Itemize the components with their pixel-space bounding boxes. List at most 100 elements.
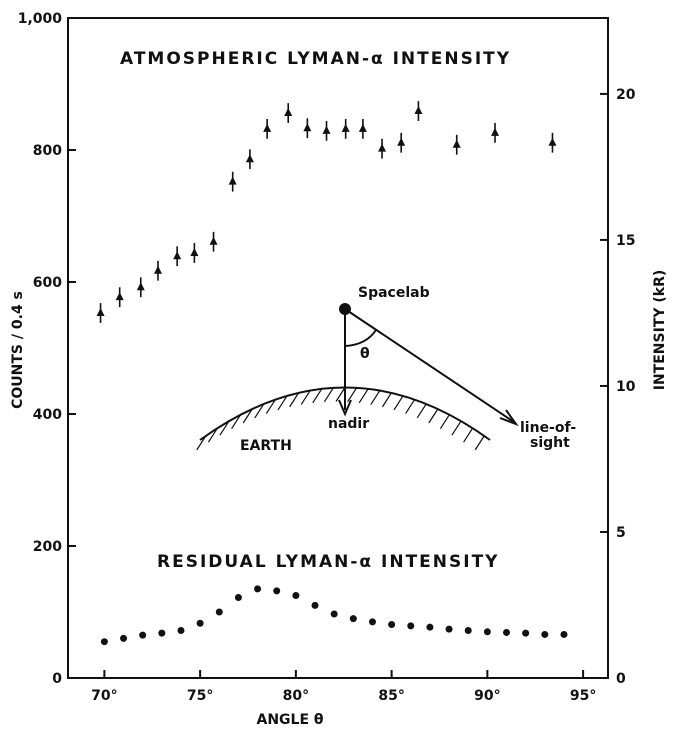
point (292, 592, 300, 599)
hatch-line (451, 420, 462, 436)
point (464, 626, 472, 634)
hatch-line (207, 427, 218, 443)
hatch-line (312, 388, 323, 404)
x-tick-label: 75° (187, 688, 213, 704)
hatch-line (393, 395, 404, 411)
point (368, 618, 376, 626)
y-axis-label: COUNTS / 0.4 s (10, 291, 26, 409)
point (196, 619, 204, 627)
hatch-line (231, 414, 242, 430)
point (341, 123, 350, 132)
hatch-line (219, 420, 230, 436)
point (414, 106, 423, 115)
hatch-line (381, 392, 392, 408)
point (522, 629, 530, 637)
point (330, 610, 338, 618)
point (120, 634, 128, 642)
label: θ (360, 346, 370, 362)
series-label: ATMOSPHERIC LYMAN-α INTENSITY (120, 49, 511, 69)
hatch-line (265, 399, 276, 414)
y-tick-label: 1,000 (18, 11, 63, 27)
point (139, 631, 147, 639)
y-tick-label: 800 (33, 143, 62, 159)
sight-arrow (499, 409, 519, 427)
x-tick-label: 70° (91, 688, 117, 704)
point (263, 123, 272, 132)
spacecraft (339, 303, 351, 315)
hatch-line (405, 399, 416, 414)
point (426, 623, 434, 631)
sight-line (344, 308, 515, 423)
point (378, 143, 387, 152)
point (397, 137, 406, 146)
hatch-line (347, 387, 358, 403)
diagram (196, 308, 519, 451)
point (491, 127, 500, 136)
x-axis-label: ANGLE θ (256, 712, 323, 728)
point (311, 601, 319, 609)
point (136, 282, 145, 291)
y-tick-label: 0 (52, 671, 62, 687)
point (322, 125, 331, 134)
point (154, 265, 162, 274)
y2-tick-label: 10 (616, 379, 636, 395)
point (215, 608, 223, 616)
plot-frame (67, 17, 609, 679)
y2-tick-label: 15 (616, 233, 635, 249)
x-tick-label: 95° (570, 688, 596, 704)
point (560, 630, 568, 638)
y2-tick-label: 0 (616, 671, 626, 687)
angle-arc (344, 329, 377, 347)
point (228, 176, 237, 185)
point (245, 154, 254, 163)
x-tick-label: 80° (283, 688, 309, 704)
label: nadir (328, 416, 369, 432)
label: Spacelab (358, 285, 430, 301)
label: EARTH (240, 438, 292, 454)
hatch-line (428, 408, 439, 424)
hatch-line (323, 387, 334, 403)
point (209, 236, 218, 245)
point (100, 638, 108, 646)
point (234, 593, 242, 601)
y2-tick-label: 5 (616, 525, 626, 541)
point (284, 108, 293, 117)
point (177, 626, 185, 634)
series-label: RESIDUAL LYMAN-α INTENSITY (157, 552, 500, 572)
point (407, 622, 415, 630)
y2-tick-label: 20 (616, 87, 636, 103)
point (173, 251, 182, 260)
point (96, 308, 105, 317)
hatch-line (358, 388, 369, 404)
earth-hatch (196, 387, 485, 451)
point (503, 628, 511, 636)
hatch-line (474, 435, 485, 451)
point (445, 625, 453, 633)
label: sight (530, 435, 570, 451)
hatch-line (289, 392, 300, 408)
point (303, 123, 312, 132)
hatch-line (416, 403, 427, 419)
hatch-line (439, 414, 450, 430)
y2-axis-label: INTENSITY (kR) (652, 270, 668, 391)
point (548, 137, 557, 146)
point (358, 123, 367, 132)
label: line-of- (520, 420, 576, 436)
point (190, 247, 199, 256)
hatch-line (242, 408, 253, 424)
hatch-line (300, 390, 311, 405)
nadir-arrow (338, 399, 352, 417)
point (452, 139, 461, 148)
hatch-line (335, 387, 346, 402)
point (541, 630, 549, 638)
hatch-line (463, 427, 474, 443)
hatch-line (277, 395, 288, 411)
x-tick-label: 90° (474, 688, 500, 704)
point (388, 621, 396, 629)
point (158, 629, 166, 637)
hatch-line (196, 435, 207, 451)
point (483, 628, 491, 636)
y-tick-label: 600 (33, 275, 62, 291)
hatch-line (254, 403, 265, 419)
